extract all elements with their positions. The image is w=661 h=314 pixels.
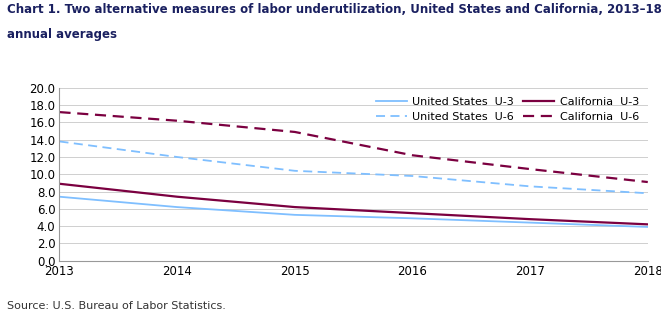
Text: annual averages: annual averages	[7, 28, 116, 41]
Text: Source: U.S. Bureau of Labor Statistics.: Source: U.S. Bureau of Labor Statistics.	[7, 301, 225, 311]
Legend: United States  U-3, United States  U-6, California  U-3, California  U-6: United States U-3, United States U-6, Ca…	[372, 94, 642, 126]
Text: Chart 1. Two alternative measures of labor underutilization, United States and C: Chart 1. Two alternative measures of lab…	[7, 3, 661, 16]
